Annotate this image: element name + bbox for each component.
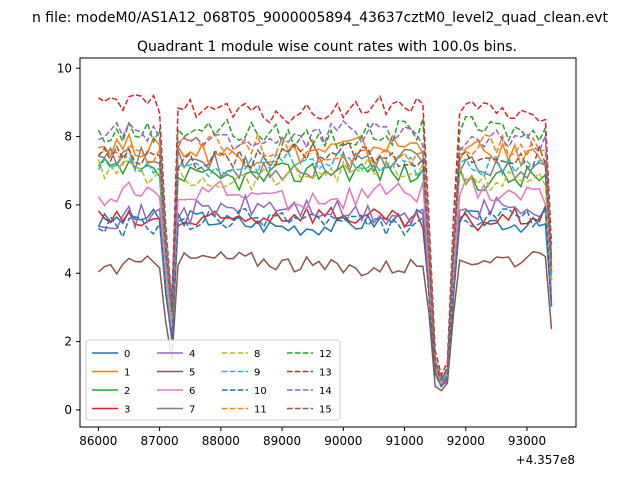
y-tick-label: 2 xyxy=(64,335,72,349)
legend-label-3: 3 xyxy=(124,405,130,416)
legend-label-10: 10 xyxy=(254,386,267,397)
figure-suptitle: n file: modeM0/AS1A12_068T05_9000005894_… xyxy=(32,10,609,26)
y-tick-label: 4 xyxy=(64,266,72,280)
legend-label-5: 5 xyxy=(189,368,195,379)
legend-label-8: 8 xyxy=(254,349,260,360)
plot-lines xyxy=(97,93,553,392)
x-tick-label: 87000 xyxy=(141,434,179,448)
x-axis: 86000 87000 88000 89000 90000 91000 92000 93000 xyxy=(79,427,546,448)
series-line-5 xyxy=(97,250,553,392)
x-tick-label: 89000 xyxy=(263,434,301,448)
legend-label-15: 15 xyxy=(319,405,332,416)
legend-label-12: 12 xyxy=(319,349,332,360)
legend-label-2: 2 xyxy=(124,386,130,397)
legend-label-6: 6 xyxy=(189,386,195,397)
legend-label-13: 13 xyxy=(319,368,332,379)
legend-label-0: 0 xyxy=(124,349,130,360)
chart-title: Quadrant 1 module wise count rates with … xyxy=(137,39,517,55)
legend-label-4: 4 xyxy=(189,349,195,360)
y-axis: 0 2 4 6 8 10 xyxy=(57,61,80,417)
y-tick-label: 8 xyxy=(64,130,72,144)
y-tick-label: 10 xyxy=(57,61,72,75)
series-line-12 xyxy=(97,115,553,379)
x-offset-label: +4.357e8 xyxy=(516,453,575,467)
x-tick-label: 93000 xyxy=(508,434,546,448)
legend-label-14: 14 xyxy=(319,386,332,397)
legend-frame xyxy=(85,339,341,421)
legend-label-7: 7 xyxy=(189,405,195,416)
x-tick-label: 88000 xyxy=(202,434,240,448)
y-tick-label: 6 xyxy=(64,198,72,212)
series-line-15 xyxy=(97,141,553,382)
series-line-9 xyxy=(97,150,553,383)
x-tick-label: 91000 xyxy=(385,434,423,448)
legend-label-9: 9 xyxy=(254,368,260,379)
x-tick-label: 90000 xyxy=(324,434,362,448)
plot-frame xyxy=(79,57,577,428)
legend-label-1: 1 xyxy=(124,368,130,379)
x-tick-label: 92000 xyxy=(447,434,485,448)
legend-label-11: 11 xyxy=(254,405,267,416)
x-tick-label: 86000 xyxy=(79,434,117,448)
y-tick-label: 0 xyxy=(64,403,72,417)
